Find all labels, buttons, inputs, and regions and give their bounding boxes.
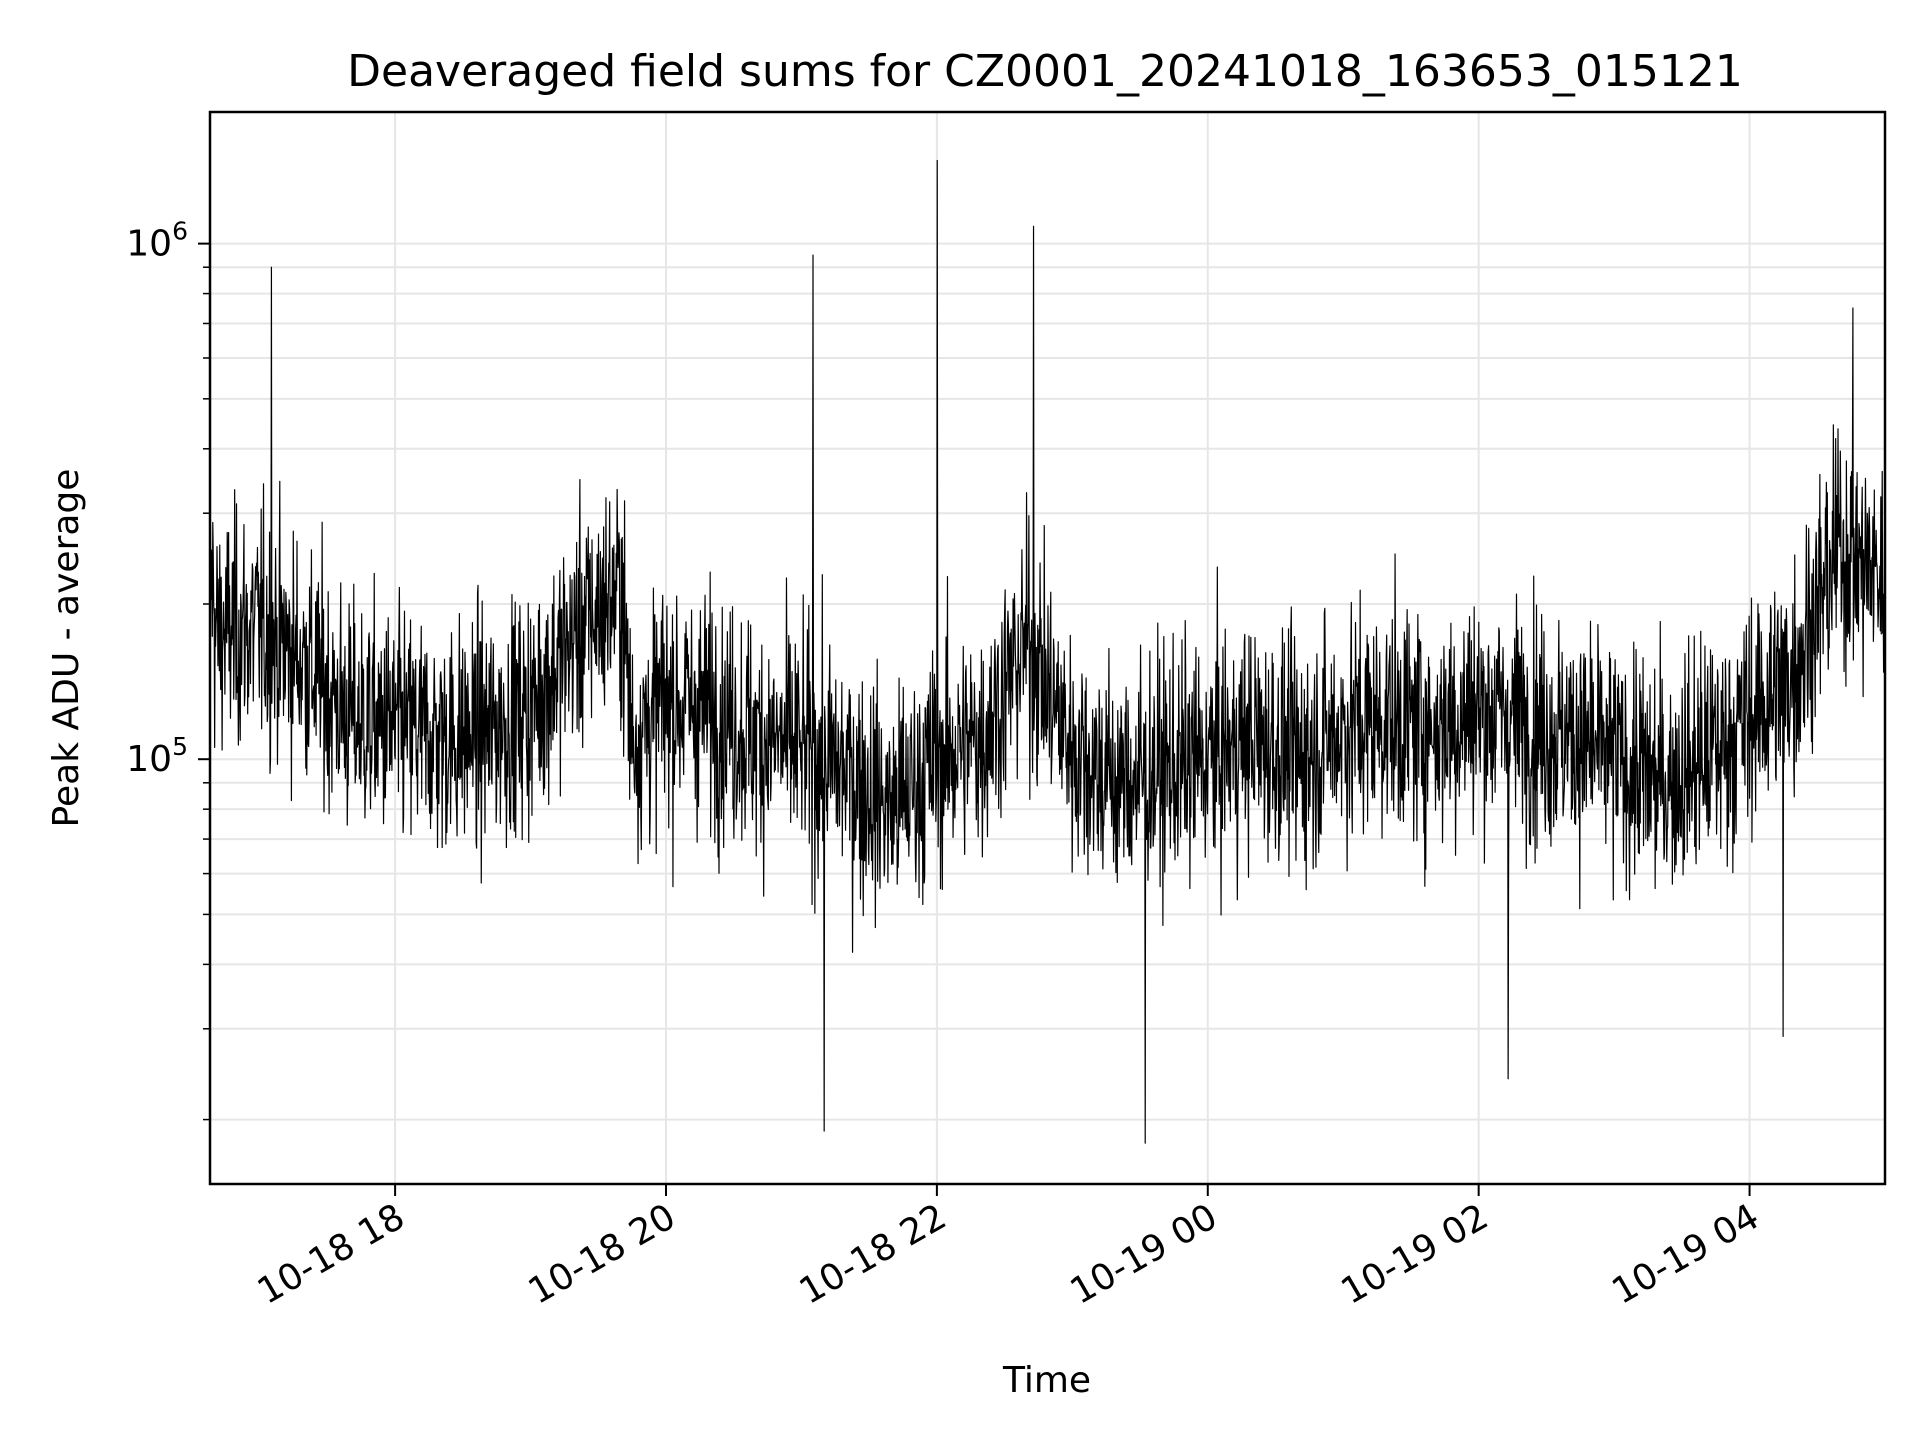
plot-frame bbox=[208, 110, 1887, 1186]
series-group bbox=[209, 159, 1886, 1144]
y-axis: 105 106 bbox=[126, 217, 210, 1121]
y-tick-label: 105 bbox=[126, 732, 188, 780]
x-axis-label: Time bbox=[1002, 1360, 1091, 1401]
y-axis-label: Peak ADU - average bbox=[46, 469, 87, 828]
chart-title: Deaveraged field sums for CZ0001_2024101… bbox=[347, 46, 1743, 97]
series-line bbox=[209, 159, 1886, 1144]
y-tick-label: 106 bbox=[126, 217, 188, 265]
